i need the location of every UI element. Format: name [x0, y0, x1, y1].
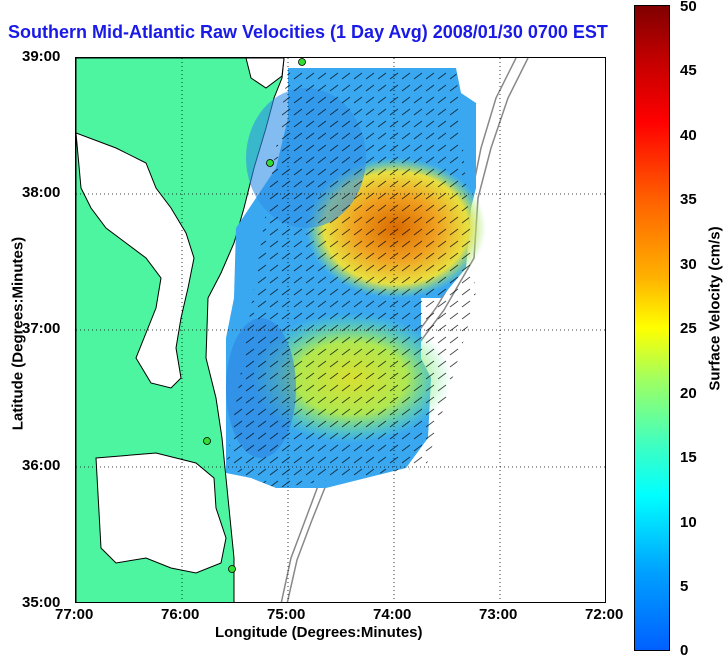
- colorbar-tick-40: 40: [680, 127, 697, 144]
- grid: [76, 58, 605, 602]
- ytick-0: 39:00: [22, 48, 61, 65]
- delaware-bay: [245, 58, 285, 89]
- xtick-0: 77:00: [55, 606, 94, 623]
- xtick-2: 75:00: [267, 606, 306, 623]
- map-svg: [76, 58, 605, 602]
- colorbar-tick-25: 25: [680, 320, 697, 337]
- chesapeake-bay: [76, 132, 195, 389]
- ytick-2: 37:00: [22, 320, 61, 337]
- colorbar-tick-15: 15: [680, 449, 697, 466]
- colorbar-tick-0: 0: [680, 642, 689, 659]
- colorbar-tick-20: 20: [680, 385, 697, 402]
- colorbar-tick-5: 5: [680, 578, 689, 595]
- colorbar-label: Surface Velocity (cm/s): [706, 226, 724, 391]
- colorbar-tick-50: 50: [680, 0, 697, 15]
- x-axis-label: Longitude (Degrees:Minutes): [215, 624, 423, 641]
- ytick-3: 36:00: [22, 457, 61, 474]
- colorbar-tick-45: 45: [680, 62, 697, 79]
- xtick-1: 76:00: [161, 606, 200, 623]
- colorbar: [634, 5, 670, 651]
- colorbar-tick-10: 10: [680, 514, 697, 531]
- xtick-4: 73:00: [479, 606, 518, 623]
- y-axis-label: Latitude (Degrees:Minutes): [9, 236, 27, 431]
- pamlico-sound: [95, 452, 227, 574]
- colorbar-tick-35: 35: [680, 191, 697, 208]
- xtick-5: 72:00: [585, 606, 624, 623]
- radar-stations: [203, 58, 306, 573]
- map-plot-area: [75, 57, 606, 603]
- map-title: Southern Mid-Atlantic Raw Velocities (1 …: [8, 22, 608, 42]
- ytick-4: 35:00: [22, 594, 61, 611]
- ytick-1: 38:00: [22, 184, 61, 201]
- colorbar-tick-30: 30: [680, 256, 697, 273]
- xtick-3: 74:00: [373, 606, 412, 623]
